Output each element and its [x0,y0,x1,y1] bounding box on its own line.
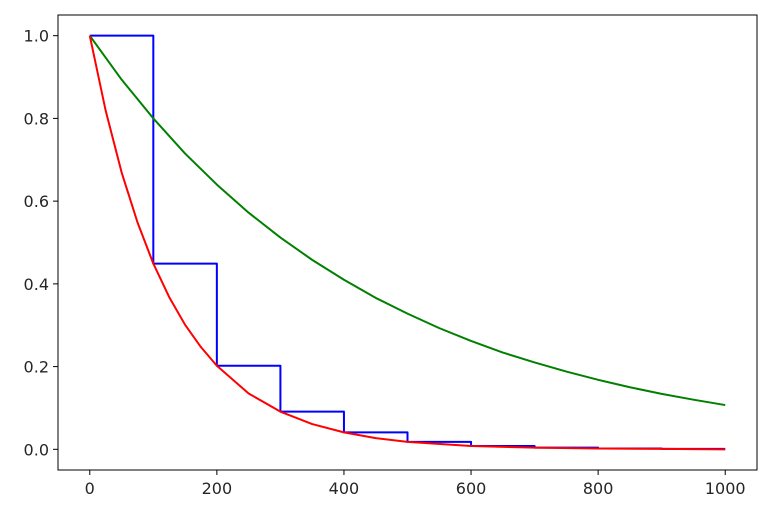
x-axis: 0 200 400 600 800 1000 [85,470,746,498]
x-tick-label: 200 [202,479,233,498]
axes-frame [57,14,758,471]
y-tick-label: 0.4 [24,275,49,294]
y-tick-label: 1.0 [24,27,49,46]
plot-area [58,15,757,470]
series-line-1 [88,35,726,407]
series-layer [88,34,726,451]
x-tick-label: 1000 [705,479,746,498]
x-tick-label: 800 [583,479,614,498]
y-axis: 0.0 0.2 0.4 0.6 0.8 1.0 [24,27,58,459]
y-tick-label: 0.8 [24,109,49,128]
x-tick-label: 0 [85,479,95,498]
x-tick-label: 400 [329,479,360,498]
x-tick-label: 600 [456,479,487,498]
y-tick-label: 0.2 [24,358,49,377]
y-tick-label: 0.6 [24,192,49,211]
y-tick-label: 0.0 [24,440,49,459]
series-line-2 [88,35,726,451]
